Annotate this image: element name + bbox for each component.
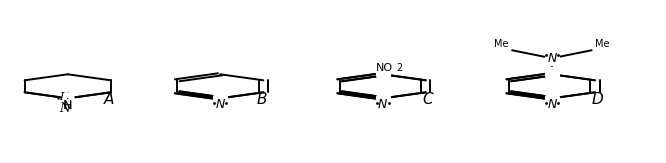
Text: N: N [547,52,557,65]
Text: H: H [63,101,72,111]
Text: Ṅ: Ṅ [63,99,73,112]
Text: B: B [256,92,267,107]
Text: N: N [59,102,70,115]
Text: A: A [104,92,115,107]
Text: C: C [422,92,433,107]
Text: Me: Me [494,39,509,49]
Text: N: N [547,97,557,111]
Text: N: N [378,97,388,111]
Text: D: D [591,92,603,107]
Text: Me: Me [595,39,609,49]
Text: H: H [59,92,69,102]
Text: 2: 2 [396,63,402,73]
Text: N: N [216,97,225,111]
Text: NO: NO [376,63,394,73]
